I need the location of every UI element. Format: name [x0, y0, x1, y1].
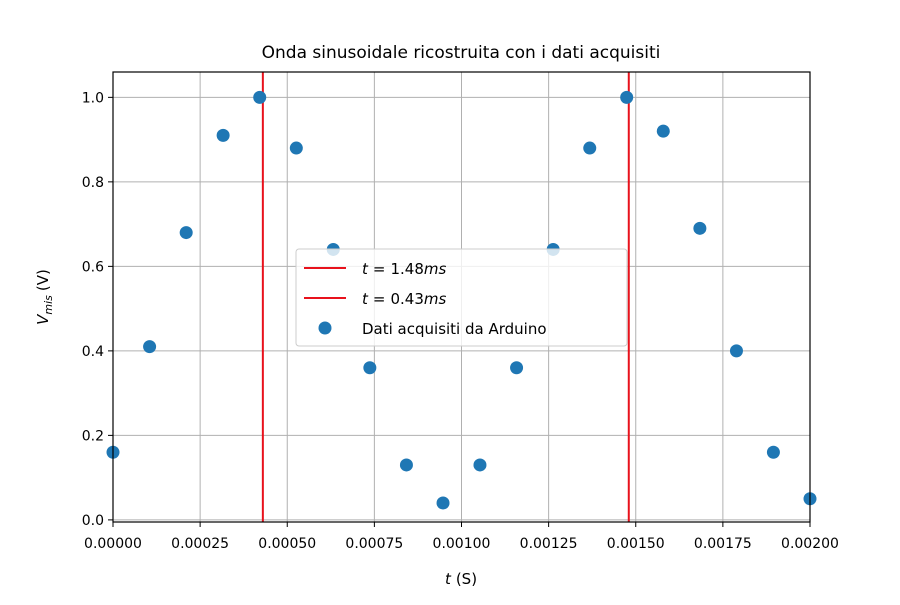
x-axis-label-var: t — [445, 570, 452, 588]
data-point — [620, 90, 634, 104]
x-axis-label-unit: (S) — [456, 570, 477, 588]
data-point — [143, 340, 157, 354]
scatter-points — [106, 90, 817, 510]
x-tick-label: 0.00000 — [84, 536, 142, 552]
data-point — [363, 361, 377, 375]
x-tick-label: 0.00150 — [607, 536, 665, 552]
legend-label-unit: ms — [424, 260, 447, 278]
x-tick-label: 0.00075 — [345, 536, 403, 552]
x-axis-label: t (S) — [445, 570, 477, 588]
data-point — [510, 361, 524, 375]
legend-marker-swatch — [318, 321, 332, 335]
x-tick-label: 0.00175 — [694, 536, 752, 552]
legend-label-var: t — [362, 260, 369, 278]
y-tick-label: 0.2 — [82, 428, 104, 444]
x-tick-label: 0.00200 — [781, 536, 839, 552]
data-point — [436, 496, 450, 510]
y-tick-label: 0.4 — [82, 344, 104, 360]
y-tick-label: 0.0 — [82, 513, 104, 529]
data-point — [766, 445, 780, 459]
data-point — [179, 226, 193, 240]
legend-label-unit: ms — [424, 290, 447, 308]
vertical-lines — [261, 72, 630, 522]
data-point — [399, 458, 413, 472]
legend: t = 1.48ms t = 0.43ms Dati acquisiti da Ardu… — [295, 248, 628, 347]
x-tick-label: 0.00050 — [258, 536, 316, 552]
data-point — [583, 141, 597, 155]
legend-box — [295, 248, 628, 347]
x-axis-ticks: 0.00000 0.00025 0.00050 0.00075 0.00100 0.001… — [84, 522, 839, 552]
legend-label-series: Dati acquisiti da Arduino — [362, 320, 547, 338]
data-point — [693, 221, 707, 235]
x-tick-label: 0.00025 — [171, 536, 229, 552]
legend-label-eq: = — [373, 260, 386, 278]
data-point — [656, 124, 670, 138]
data-point — [253, 90, 267, 104]
legend-label-var: t — [362, 290, 369, 308]
y-axis-ticks: 0.0 0.2 0.4 0.6 0.8 1.0 — [82, 90, 113, 529]
data-point — [289, 141, 303, 155]
y-tick-label: 1.0 — [82, 90, 104, 106]
legend-label-vline-1: t = 1.48ms — [362, 260, 446, 278]
x-tick-label: 0.00100 — [433, 536, 491, 552]
data-point — [473, 458, 487, 472]
legend-label-eq: = — [373, 290, 386, 308]
y-axis-label-unit: (V) — [34, 269, 52, 291]
y-axis-label-var: V — [34, 313, 52, 325]
y-axis-label-sub: mis — [42, 295, 55, 315]
legend-label-value: 0.43 — [390, 290, 423, 308]
legend-label-vline-2: t = 0.43ms — [362, 290, 446, 308]
chart-title: Onda sinusoidale ricostruita con i dati … — [262, 43, 661, 63]
x-tick-label: 0.00125 — [520, 536, 578, 552]
y-tick-label: 0.6 — [82, 259, 104, 275]
data-point — [729, 344, 743, 358]
y-tick-label: 0.8 — [82, 175, 104, 191]
legend-label-value: 1.48 — [390, 260, 423, 278]
data-point — [216, 128, 230, 142]
y-axis-label: Vmis (V) — [34, 269, 55, 325]
